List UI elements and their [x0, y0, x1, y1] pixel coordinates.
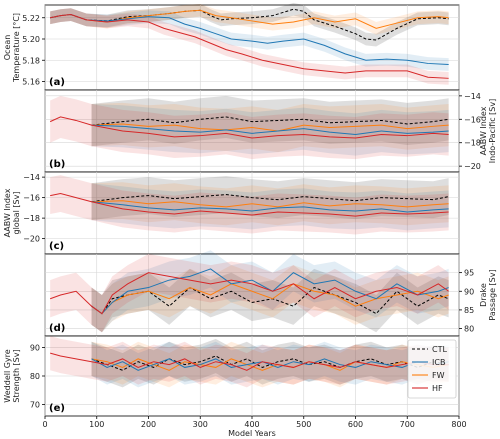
y-axis-label: Indo-Pacific [Sv] [488, 99, 497, 163]
x-axis-label: Model Years [228, 429, 276, 438]
series-hf [50, 14, 449, 79]
y-tick-label: 80 [464, 325, 474, 334]
series-icb [91, 268, 449, 315]
y-tick-label: 80 [30, 372, 40, 381]
series-icb [91, 201, 449, 213]
series-lines [50, 268, 449, 315]
uncertainty-bands [50, 336, 449, 388]
panel-b: −20 −18 −16 −14 AABW Index Indo-Pacific [Sv] (… [44, 89, 497, 173]
y-axis-label: Weddell Gyre [3, 349, 12, 402]
y-tick-label: −16 [23, 194, 40, 203]
y-tick-label: −20 [23, 235, 40, 244]
y-tick-label: 90 [30, 343, 40, 352]
band-hf [50, 254, 449, 333]
y-axis-label: global [Sv] [12, 192, 21, 235]
x-tick-label: 500 [296, 420, 311, 429]
y-tick-label: 70 [30, 401, 40, 410]
y-axis-label: Drake [479, 283, 488, 307]
panel-letter: (c) [49, 241, 64, 252]
y-tick-label: 95 [464, 269, 474, 278]
panel-e: 70 80 90 Weddell Gyre Strength [Sv] (e) [3, 335, 460, 417]
x-tick-label: 200 [141, 420, 156, 429]
y-axis-label: Temperature [°C] [12, 13, 21, 83]
y-axis-label: Strength [Sv] [12, 349, 21, 402]
y-tick-label: −20 [464, 162, 481, 171]
y-tick-label: 5.22 [22, 14, 40, 23]
panel-a: 5.16 5.18 5.20 5.22 Ocean Temperature [°C] (a) [3, 2, 460, 91]
series-lines [50, 193, 449, 217]
panel-d: 80 85 90 95 Drake Passage [Sv] (d) [44, 250, 497, 337]
y-tick-label: −14 [464, 92, 481, 101]
series-hf [49, 116, 449, 139]
y-axis-label: AABW Index [3, 188, 12, 237]
legend-label-ctl: CTL [432, 345, 447, 354]
legend: CTL ICB FW HF [407, 339, 457, 399]
series-lines [50, 8, 449, 79]
band-ctl [91, 268, 449, 333]
x-tick-label: 100 [89, 420, 104, 429]
panel-letter: (e) [49, 403, 65, 414]
legend-label-icb: ICB [432, 358, 445, 367]
y-tick-label: −18 [23, 214, 40, 223]
y-axis-label: AABW Index [479, 106, 488, 155]
band-icb [91, 250, 449, 333]
y-tick-label: 90 [464, 287, 474, 296]
band-fw [91, 102, 449, 153]
legend-label-fw: FW [432, 371, 445, 380]
band-hf [50, 8, 449, 85]
y-tick-label: 5.16 [22, 78, 40, 87]
y-axis-label: Ocean [3, 35, 12, 61]
x-tick-label: 800 [451, 420, 466, 429]
series-lines [50, 352, 449, 371]
series-icb [91, 358, 449, 371]
panel-letter: (a) [49, 77, 65, 88]
uncertainty-bands [50, 250, 449, 333]
x-tick-label: 300 [193, 420, 208, 429]
series-hf [50, 193, 449, 217]
y-tick-label: 5.18 [22, 56, 40, 65]
series-ctl [91, 116, 449, 126]
x-tick-label: 600 [348, 420, 363, 429]
series-hf [50, 272, 449, 315]
series-fw [91, 200, 449, 208]
band-icb [91, 183, 449, 231]
panel-letter: (d) [49, 323, 65, 334]
series-ctl [91, 194, 449, 203]
y-tick-label: −16 [464, 115, 481, 124]
y-axis-label: Passage [Sv] [488, 269, 497, 320]
panel-c: −20 −18 −16 −14 AABW Index global [Sv] (c) [3, 171, 460, 255]
legend-label-hf: HF [432, 384, 443, 393]
band-fw [91, 265, 449, 333]
x-tick-label: 400 [244, 420, 259, 429]
panels: 5.16 5.18 5.20 5.22 Ocean Temperature [°C] (a)… [3, 2, 497, 429]
series-icb [50, 14, 449, 65]
y-tick-label: −14 [23, 173, 40, 182]
series-hf [50, 352, 449, 371]
y-tick-label: 85 [464, 306, 474, 315]
band-hf [50, 175, 449, 235]
band-ctl [50, 2, 449, 47]
x-tick-label: 700 [400, 420, 415, 429]
series-icb [91, 124, 449, 136]
y-tick-label: −18 [464, 139, 481, 148]
panel-letter: (b) [49, 159, 65, 170]
series-fw [91, 283, 449, 315]
series-lines [49, 116, 449, 139]
y-tick-label: 5.20 [22, 35, 40, 44]
x-tick-label: 0 [42, 420, 47, 429]
band-fw [91, 182, 449, 226]
legend-box [407, 339, 457, 399]
band-fw [50, 3, 449, 35]
band-hf [50, 336, 449, 388]
